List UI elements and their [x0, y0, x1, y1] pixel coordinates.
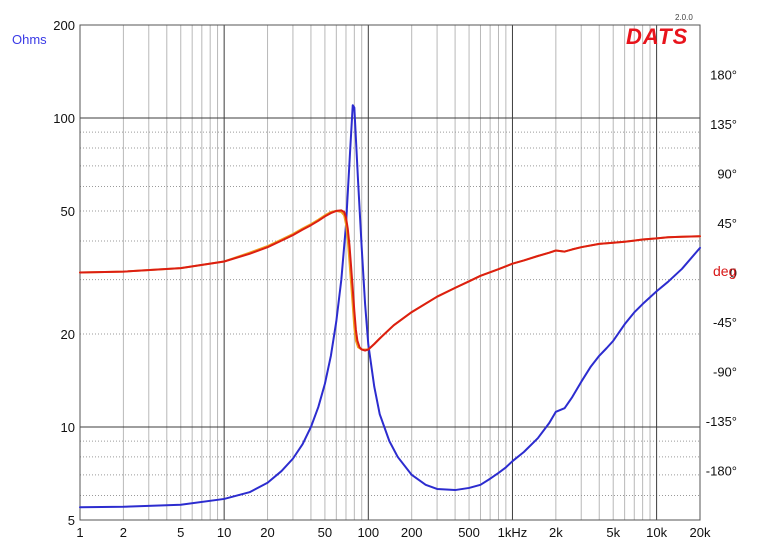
left-axis-label: Ohms: [12, 32, 47, 47]
x-tick-label: 2: [120, 525, 127, 540]
x-tick-label: 5: [177, 525, 184, 540]
right-y-tick-label: -90°: [713, 365, 737, 380]
x-tick-label: 50: [318, 525, 332, 540]
left-axis-tick-labels: 200 100 50 20 10 5: [53, 18, 75, 528]
right-axis-label: deg: [713, 263, 737, 279]
left-y-tick-label: 100: [53, 111, 75, 126]
phase-curve-2: [79, 209, 701, 352]
x-axis-tick-labels: 1 2 5 10 20 50 100 200 500 1kHz 2k 5k 10k 20k: [76, 525, 711, 540]
impedance-curve: [79, 104, 701, 509]
x-tick-label: 1kHz: [498, 525, 528, 540]
left-y-tick-label: 200: [53, 18, 75, 33]
right-y-tick-label: 90°: [717, 167, 737, 182]
right-y-tick-label: -180°: [706, 464, 737, 479]
x-tick-label: 20: [260, 525, 274, 540]
right-axis-tick-labels: 180° 135° 90° 45° 0 -45° -90° -135° -180°: [706, 68, 737, 479]
left-y-tick-label: 5: [68, 513, 75, 528]
left-y-tick-label: 10: [61, 420, 75, 435]
right-y-tick-label: -135°: [706, 414, 737, 429]
x-tick-label: 10: [217, 525, 231, 540]
x-tick-label: 1: [76, 525, 83, 540]
x-tick-label: 2k: [549, 525, 563, 540]
x-tick-label: 200: [401, 525, 423, 540]
x-tick-label: 100: [357, 525, 379, 540]
right-y-tick-label: -45°: [713, 315, 737, 330]
right-y-tick-label: 45°: [717, 216, 737, 231]
left-y-tick-label: 50: [61, 204, 75, 219]
minor-gridlines: [80, 24, 701, 521]
series-layer: [79, 104, 701, 509]
right-y-tick-label: 180°: [710, 68, 737, 83]
x-tick-label: 10k: [646, 525, 667, 540]
x-tick-label: 5k: [606, 525, 620, 540]
dats-logo: DATS: [626, 24, 689, 49]
left-y-tick-label: 20: [61, 327, 75, 342]
right-y-tick-label: 0: [730, 266, 737, 281]
plot-frame: [79, 24, 701, 521]
major-gridlines: [79, 25, 700, 520]
logo-version: 2.0.0: [675, 13, 693, 22]
right-y-tick-label: 135°: [710, 117, 737, 132]
x-tick-label: 20k: [690, 525, 711, 540]
x-tick-label: 500: [458, 525, 480, 540]
